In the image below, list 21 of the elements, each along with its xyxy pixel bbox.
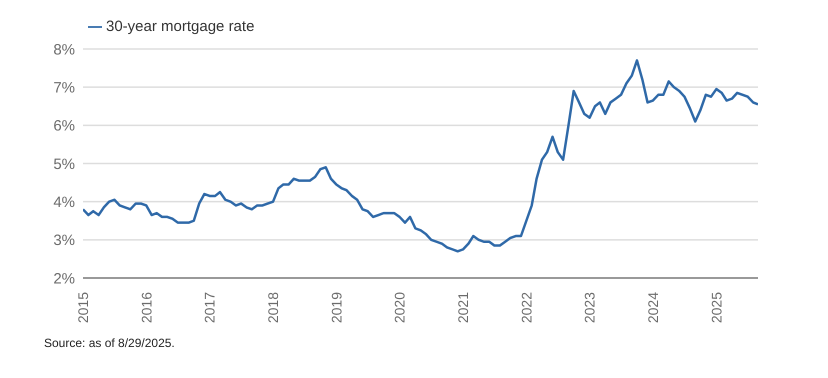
y-tick-label: 6% <box>53 118 75 135</box>
legend-label: 30-year mortgage rate <box>106 18 254 35</box>
source-note: Source: as of 8/29/2025. <box>44 336 176 350</box>
y-tick-label: 5% <box>53 156 75 173</box>
x-tick-label: 2025 <box>708 292 724 324</box>
x-tick-label: 2023 <box>582 292 598 324</box>
y-tick-label: 7% <box>53 79 75 96</box>
x-tick-label: 2022 <box>518 292 534 324</box>
x-tick-label: 2024 <box>644 292 661 324</box>
x-tick-label: 2020 <box>392 292 408 324</box>
y-tick-label: 3% <box>53 232 75 250</box>
y-tick-label: 8% <box>53 41 75 58</box>
x-tick-label: 2021 <box>455 292 472 324</box>
x-tick-label: 2018 <box>265 292 282 324</box>
line-series <box>83 59 758 253</box>
x-tick-label: 2019 <box>328 292 344 324</box>
y-tick-label: 4% <box>53 194 75 211</box>
y-tick-label: 2% <box>53 270 75 288</box>
x-tick-label: 2017 <box>202 292 218 324</box>
x-tick-label: 2016 <box>138 292 154 324</box>
x-tick-label: 2015 <box>75 292 91 324</box>
